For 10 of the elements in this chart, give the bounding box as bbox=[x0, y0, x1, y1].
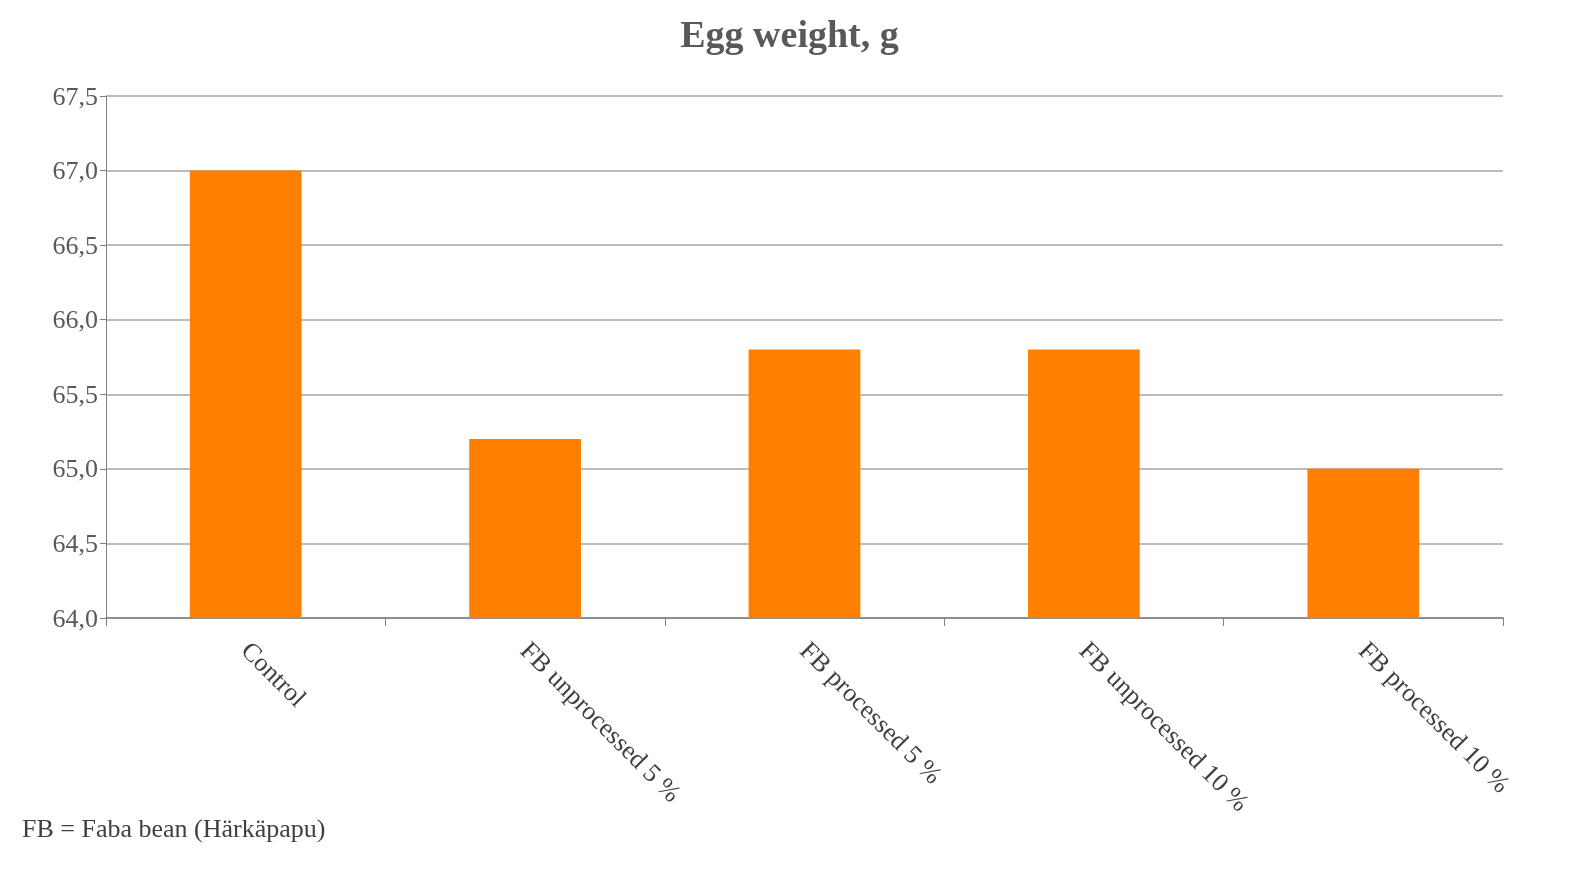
y-tick-label: 65,5 bbox=[52, 379, 98, 409]
y-tick-label: 65,0 bbox=[52, 454, 98, 484]
y-tick-label: 66,5 bbox=[52, 230, 98, 260]
y-tick-label: 67,5 bbox=[52, 81, 98, 111]
y-tick-label: 66,0 bbox=[52, 305, 98, 335]
y-tick-label: 64,0 bbox=[52, 603, 98, 633]
text: FB = Faba bean (Härkäpapu) bbox=[22, 813, 326, 843]
y-tick-label: 67,0 bbox=[52, 156, 98, 186]
y-tick-label: 64,5 bbox=[52, 528, 98, 558]
chart-title: Egg weight, g bbox=[680, 13, 899, 55]
